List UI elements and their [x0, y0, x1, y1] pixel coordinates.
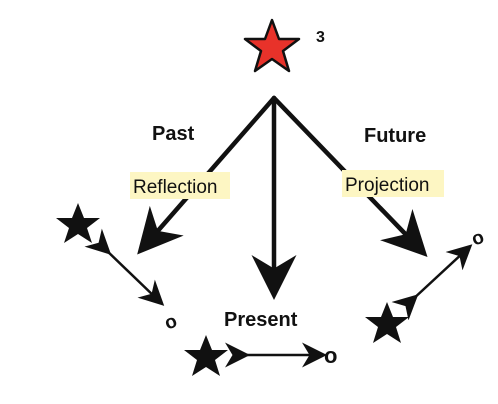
- bottom-o-mark: o: [324, 343, 337, 368]
- left-star-icon: [56, 203, 100, 243]
- left-double-arrow: [84, 228, 165, 306]
- top-marker-number: 3: [316, 29, 325, 46]
- top-star-icon: [243, 18, 301, 73]
- projection-highlight: [342, 170, 444, 197]
- right-star-icon: [365, 302, 409, 343]
- arrow-to-past: [137, 95, 277, 255]
- label-projection: Projection: [345, 175, 430, 196]
- label-future: Future: [364, 125, 426, 147]
- label-past: Past: [152, 123, 195, 145]
- label-reflection: Reflection: [133, 177, 218, 198]
- right-o-mark: o: [469, 227, 487, 251]
- reflection-highlight: [130, 172, 230, 199]
- left-o-mark: o: [162, 311, 180, 335]
- label-present: Present: [224, 309, 298, 331]
- right-double-arrow: [391, 244, 473, 321]
- bottom-star-icon: [184, 335, 228, 376]
